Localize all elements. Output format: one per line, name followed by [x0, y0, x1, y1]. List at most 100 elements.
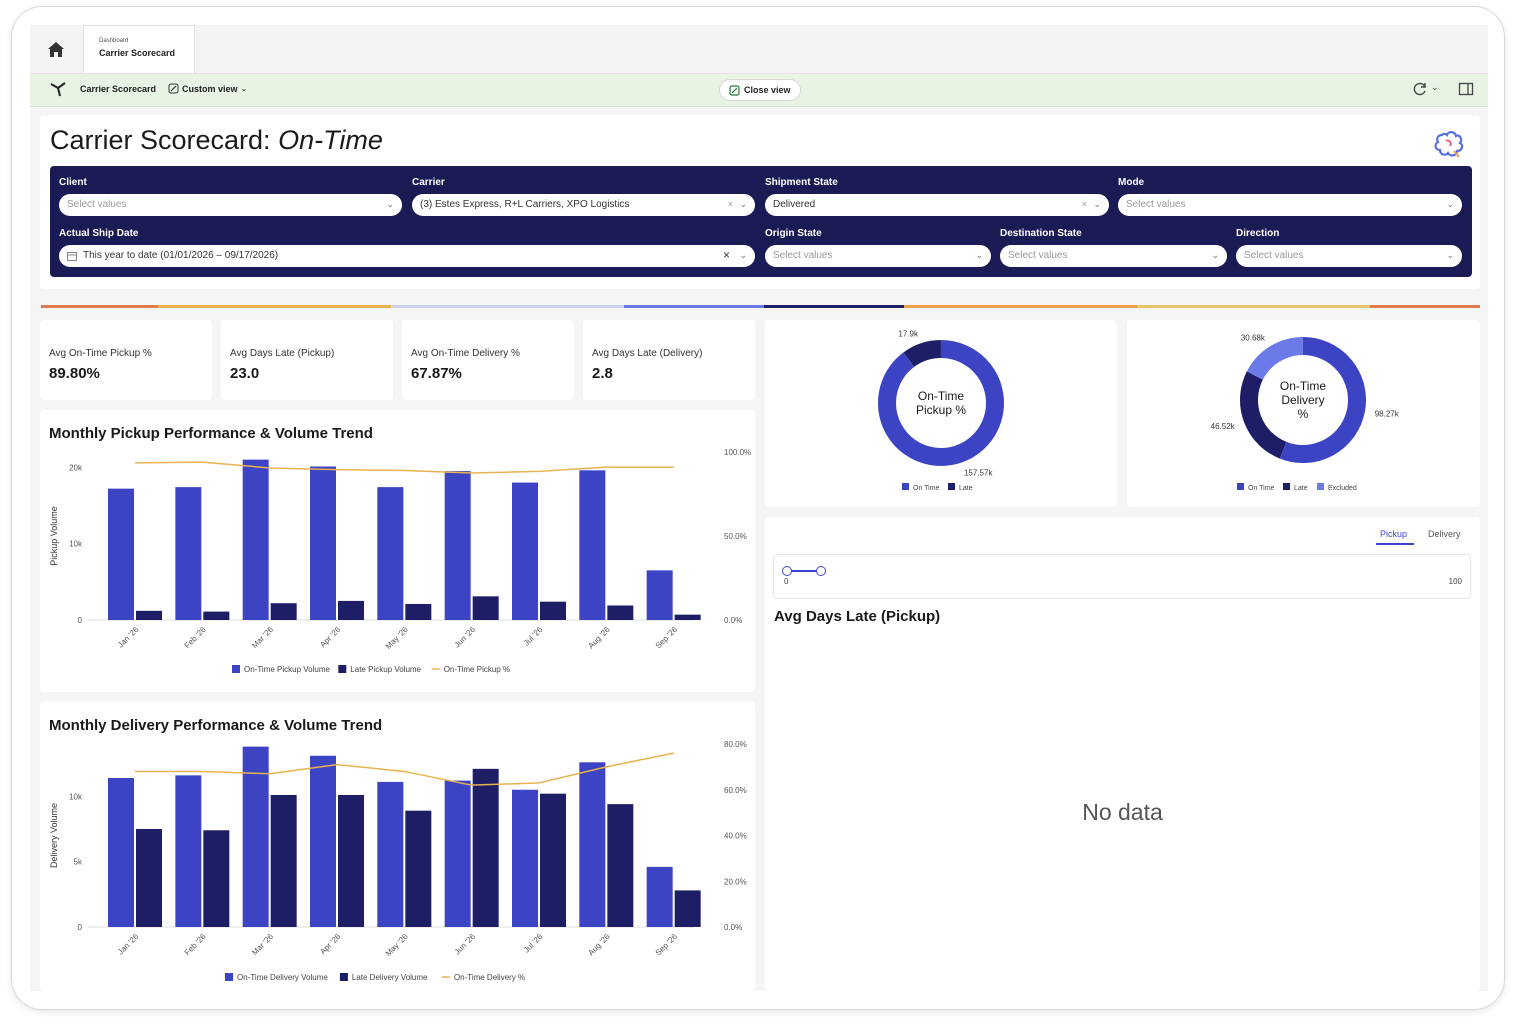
refresh-icon[interactable]: [1412, 81, 1428, 97]
home-button[interactable]: [30, 25, 82, 73]
clear-icon[interactable]: ×: [727, 199, 733, 209]
close-view-button[interactable]: Close view: [719, 79, 801, 101]
clear-icon[interactable]: ×: [1081, 199, 1087, 209]
x-tick-label: May '26: [384, 625, 410, 651]
pickup-trend-card: Monthly Pickup Performance & Volume Tren…: [40, 410, 755, 692]
days-late-panel: Pickup Delivery 0 100 Avg Days Late (Pic…: [765, 517, 1480, 991]
mode-filter-select[interactable]: Select values ⌄: [1118, 194, 1462, 216]
origin-state-filter-value: Select values: [773, 250, 833, 261]
tab-delivery[interactable]: Delivery: [1428, 529, 1461, 539]
shipment-state-filter-value: Delivered: [773, 199, 816, 210]
y-tick-label: 10k: [69, 540, 83, 549]
x-tick-label: Mar '26: [250, 625, 275, 650]
origin-state-filter-select[interactable]: Select values ⌄: [765, 245, 991, 267]
mode-filter-label: Mode: [1118, 177, 1145, 188]
carrier-filter-label: Carrier: [412, 177, 445, 188]
chevron-down-icon: ⌄: [1446, 250, 1454, 260]
legend-label: Late: [1294, 485, 1308, 492]
accent-strip-segment: [624, 305, 764, 308]
legend-swatch: [948, 483, 955, 490]
page-title: Carrier Scorecard: On-Time: [50, 125, 383, 156]
y-tick-label: 0: [78, 616, 83, 625]
shipment-state-filter-select[interactable]: Delivered × ⌄: [765, 194, 1109, 216]
carrier-filter-select[interactable]: (3) Estes Express, R+L Carriers, XPO Log…: [412, 194, 755, 216]
destination-state-filter-label: Destination State: [1000, 228, 1082, 239]
bar-late: [607, 804, 634, 927]
donut-slice: [1240, 371, 1287, 459]
bar-late: [540, 793, 566, 927]
tab-carrier-scorecard[interactable]: Dashboard Carrier Scorecard: [83, 25, 195, 73]
accent-strip-segment: [41, 305, 158, 308]
bar-late: [607, 605, 634, 620]
chevron-down-icon: ⌄: [739, 199, 747, 209]
bar-late: [136, 610, 162, 620]
bar-late: [472, 768, 499, 927]
accent-strip-segment: [158, 305, 391, 308]
x-tick-label: Sep '26: [654, 932, 680, 958]
origin-state-filter-label: Origin State: [765, 228, 822, 239]
slider-handle-min[interactable]: [782, 566, 792, 576]
carrier-filter-value: (3) Estes Express, R+L Carriers, XPO Log…: [420, 199, 630, 210]
slider-min-label: 0: [784, 577, 789, 586]
y-tick-label: 20k: [69, 463, 83, 472]
y2-tick-label: 100.0%: [724, 448, 751, 457]
bar-late: [338, 600, 364, 620]
bar-late: [405, 810, 432, 927]
kpi-label: Avg On-Time Pickup %: [49, 348, 152, 359]
client-filter-select[interactable]: Select values ⌄: [59, 194, 402, 216]
tab-pickup[interactable]: Pickup: [1380, 529, 1408, 539]
bar-on-time: [242, 459, 269, 620]
edit-view-icon: [168, 83, 179, 94]
bar-late: [338, 794, 364, 927]
custom-view-dropdown[interactable]: Custom view ⌄: [168, 83, 247, 94]
slider-track-active: [786, 570, 820, 572]
chevron-down-icon: ⌄: [386, 199, 394, 209]
x-tick-label: Apr '26: [318, 932, 343, 957]
legend-swatch: [338, 665, 347, 673]
kpi-label: Avg On-Time Delivery %: [411, 348, 520, 359]
bar-late: [472, 596, 499, 620]
filter-panel: Client Select values ⌄ Carrier (3) Estes…: [50, 166, 1472, 277]
kpi-value: 23.0: [230, 365, 260, 382]
y-axis-label: Pickup Volume: [49, 506, 59, 566]
legend-label: On-Time Pickup %: [444, 665, 510, 674]
legend-label: On-Time Delivery Volume: [237, 973, 328, 982]
home-icon: [48, 41, 64, 57]
y2-tick-label: 0.0%: [724, 616, 742, 625]
bar-on-time: [310, 755, 336, 927]
panel-toggle-icon[interactable]: [1458, 81, 1474, 97]
ship-date-filter-label: Actual Ship Date: [59, 228, 139, 239]
direction-filter-label: Direction: [1236, 228, 1280, 239]
kpi-card-ontime-delivery: Avg On-Time Delivery % 67.87%: [402, 320, 574, 400]
direction-filter-select[interactable]: Select values ⌄: [1236, 245, 1462, 267]
ship-date-filter-select[interactable]: This year to date (01/01/2026 – 09/17/20…: [59, 245, 755, 267]
custom-view-label: Custom view: [182, 83, 238, 94]
no-data-message: No data: [1082, 799, 1163, 825]
toolbar-app-name: Carrier Scorecard: [80, 84, 157, 94]
shipment-state-filter-label: Shipment State: [765, 177, 838, 188]
bar-on-time: [579, 470, 606, 620]
bar-late: [270, 603, 297, 620]
page-title-prefix: Carrier Scorecard:: [50, 125, 271, 155]
y-axis-label: Delivery Volume: [49, 803, 59, 868]
refresh-chevron-icon[interactable]: ⌄: [1431, 82, 1439, 92]
chevron-down-icon: ⌄: [1211, 250, 1219, 260]
x-tick-label: Feb '26: [183, 932, 208, 957]
pickup-donut-card: 157.57k 17.9k On-Time Pickup % On Time Late: [765, 320, 1117, 507]
kpi-card-ontime-pickup: Avg On-Time Pickup % 89.80%: [40, 320, 212, 400]
x-tick-label: Aug '26: [586, 932, 612, 958]
ai-assistant-icon[interactable]: [1432, 127, 1468, 161]
bar-on-time: [310, 466, 336, 620]
kpi-label: Avg Days Late (Delivery): [592, 348, 703, 359]
range-slider-box: 0 100: [773, 554, 1471, 599]
clear-date-icon[interactable]: ×: [722, 248, 730, 262]
tab-title: Carrier Scorecard: [99, 48, 176, 58]
slider-handle-max[interactable]: [816, 566, 826, 576]
bar-on-time: [377, 781, 404, 927]
bar-on-time: [175, 487, 202, 620]
destination-state-filter-select[interactable]: Select values ⌄: [1000, 245, 1227, 267]
bar-on-time: [175, 775, 202, 927]
donut-center-label: %: [1298, 407, 1309, 421]
bar-late: [136, 828, 162, 927]
